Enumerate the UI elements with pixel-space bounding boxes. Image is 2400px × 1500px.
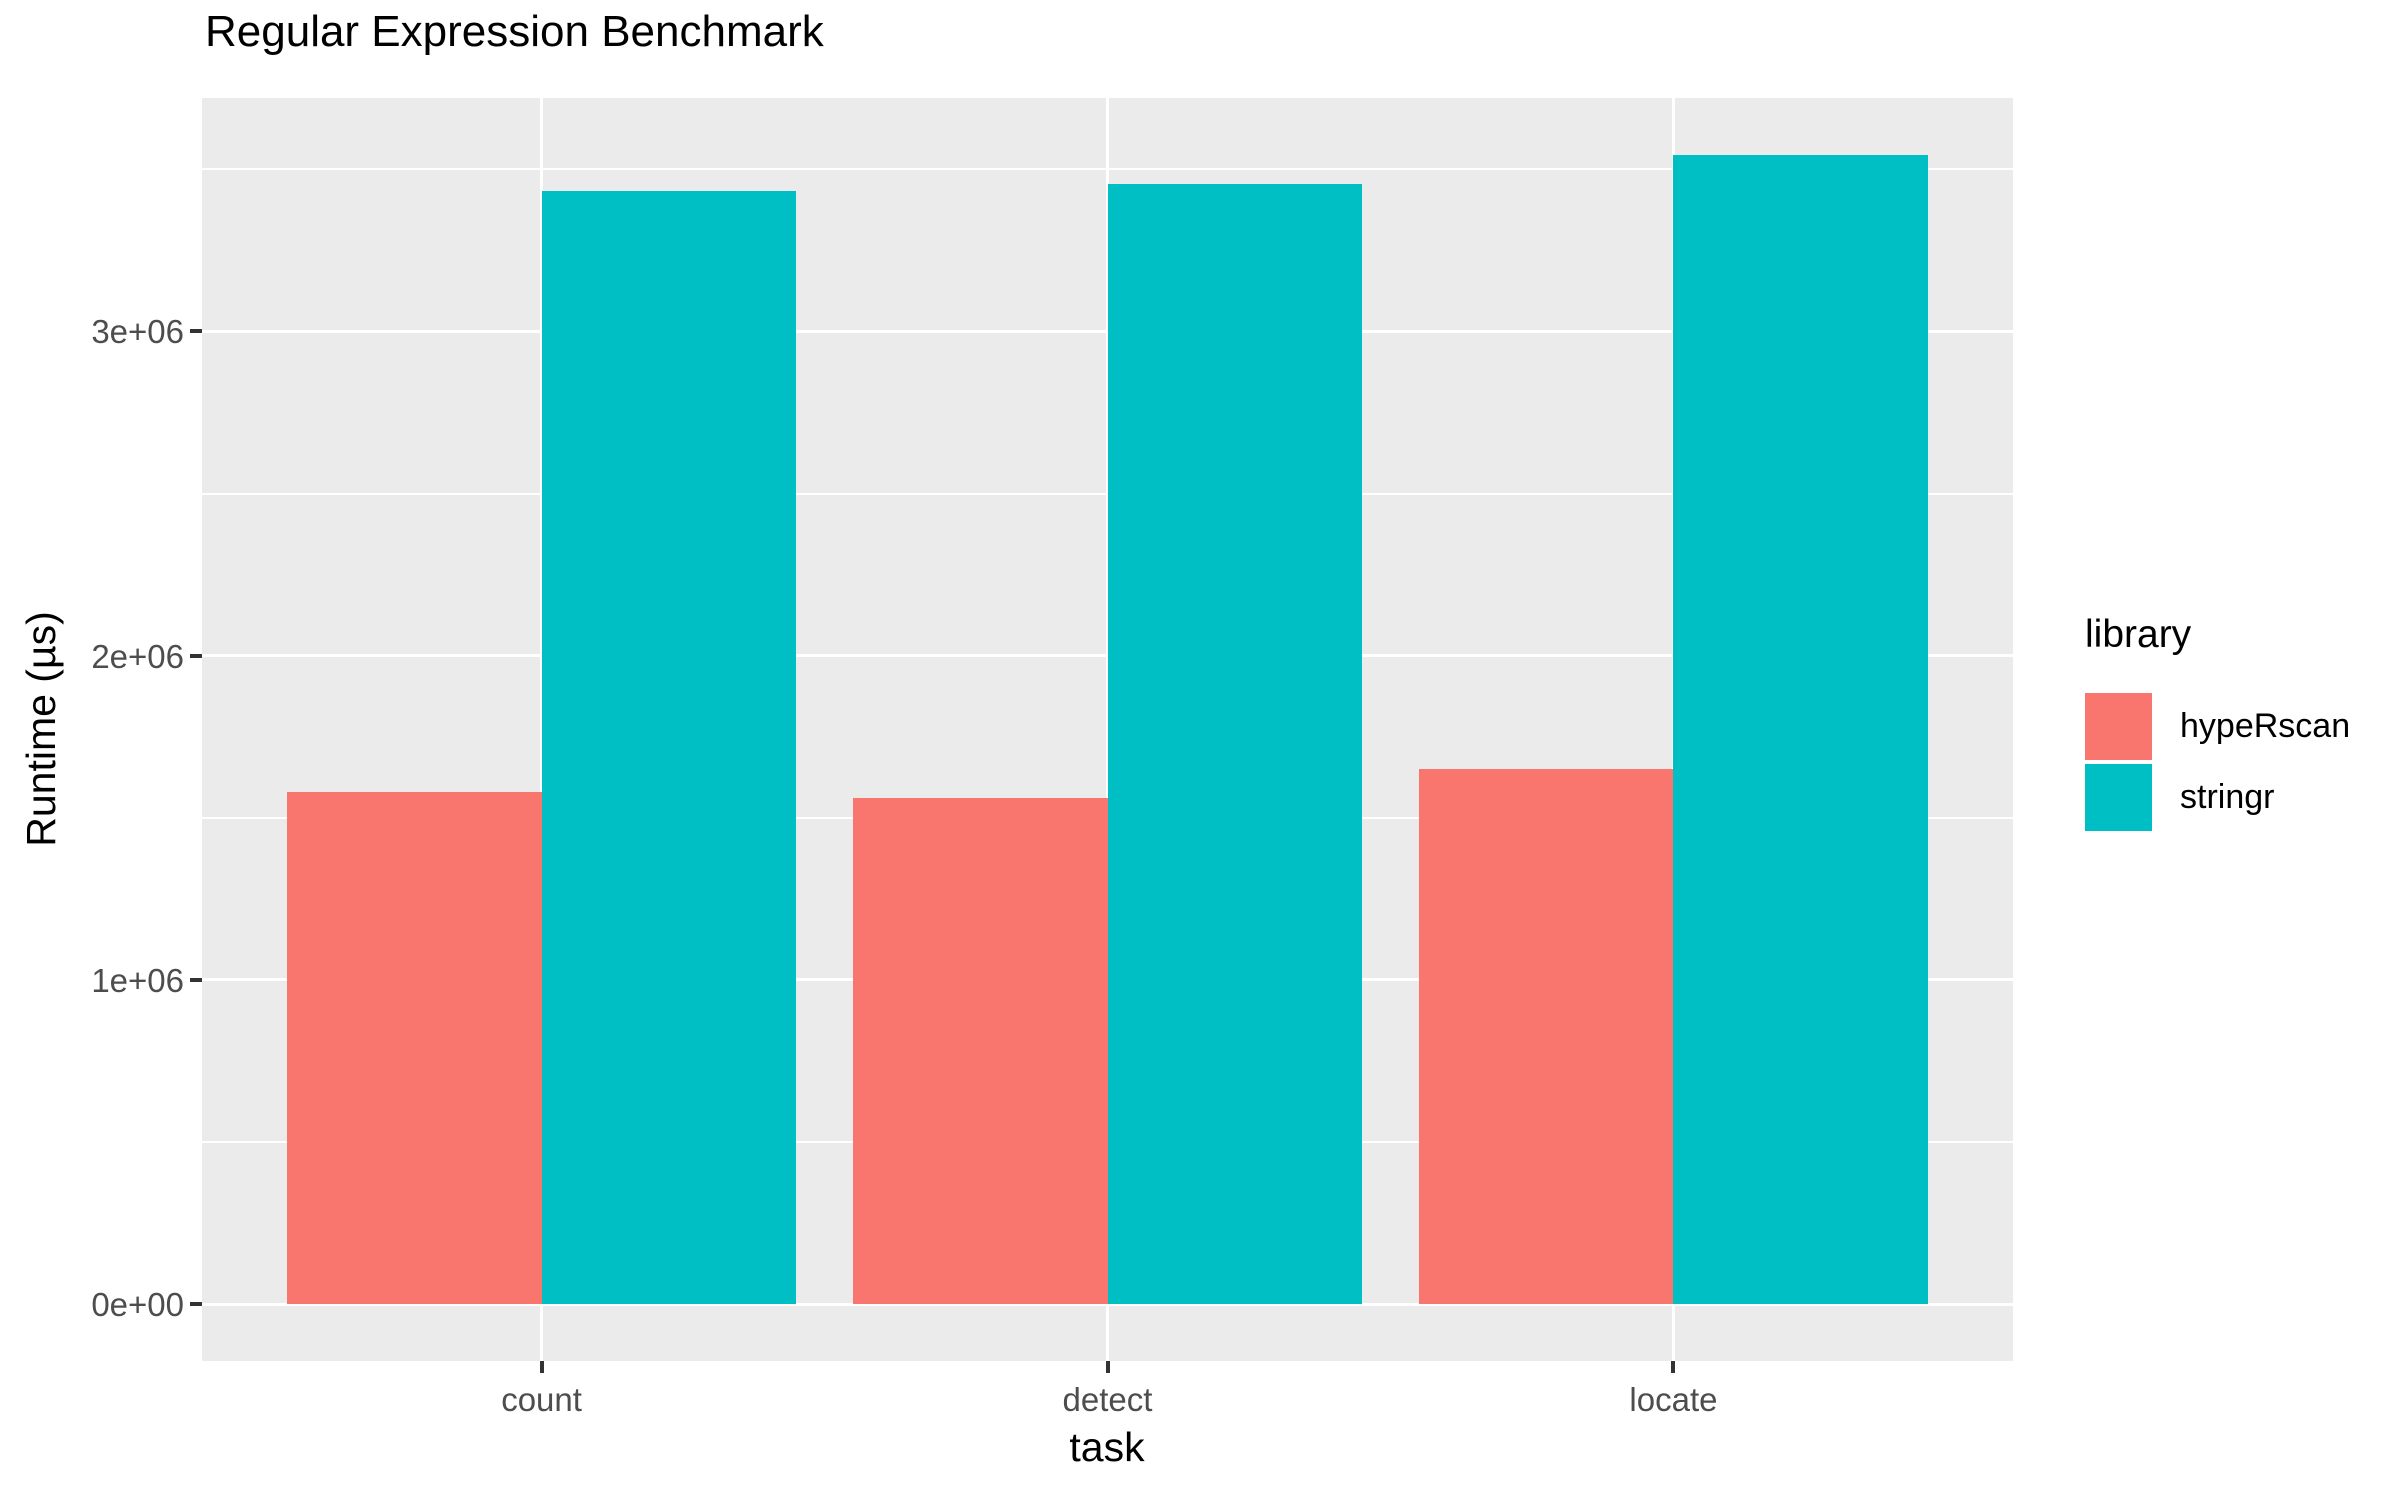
y-tick-mark xyxy=(190,1302,202,1306)
legend-entry: stringr xyxy=(2085,764,2395,831)
y-tick-label: 2e+06 xyxy=(91,637,184,675)
legend-key-hyperscan xyxy=(2085,693,2152,760)
bar-detect-hypeRscan xyxy=(852,798,1108,1304)
plot-panel xyxy=(202,98,2013,1361)
legend-title: library xyxy=(2085,613,2192,656)
x-axis-title: task xyxy=(1069,1424,1145,1470)
bar-locate-stringr xyxy=(1673,155,1929,1304)
bar-detect-stringr xyxy=(1107,183,1363,1304)
x-tick-label: detect xyxy=(1062,1381,1153,1418)
y-axis-title: Runtime (µs) xyxy=(18,611,64,847)
x-tick-label: count xyxy=(501,1381,582,1418)
legend: library hypeRscan stringr xyxy=(2085,612,2395,835)
y-tick-label: 1e+06 xyxy=(91,961,184,999)
y-tick-mark xyxy=(190,329,202,334)
y-tick-label: 0e+00 xyxy=(91,1286,184,1323)
y-tick-mark xyxy=(190,977,202,982)
chart-title: Regular Expression Benchmark xyxy=(205,7,824,56)
x-tick-mark xyxy=(539,1361,544,1373)
bar-locate-hypeRscan xyxy=(1418,769,1674,1304)
bar-count-hypeRscan xyxy=(286,791,542,1304)
x-tick-mark xyxy=(1105,1361,1110,1373)
y-tick-mark xyxy=(190,653,202,658)
legend-label: hypeRscan xyxy=(2180,707,2351,745)
x-tick-mark xyxy=(1671,1361,1676,1373)
legend-label: stringr xyxy=(2180,778,2275,816)
bar-count-stringr xyxy=(541,191,797,1304)
legend-entry: hypeRscan xyxy=(2085,693,2395,760)
legend-key-stringr xyxy=(2085,764,2152,831)
y-tick-label: 3e+06 xyxy=(91,313,184,351)
x-tick-label: locate xyxy=(1629,1381,1718,1418)
